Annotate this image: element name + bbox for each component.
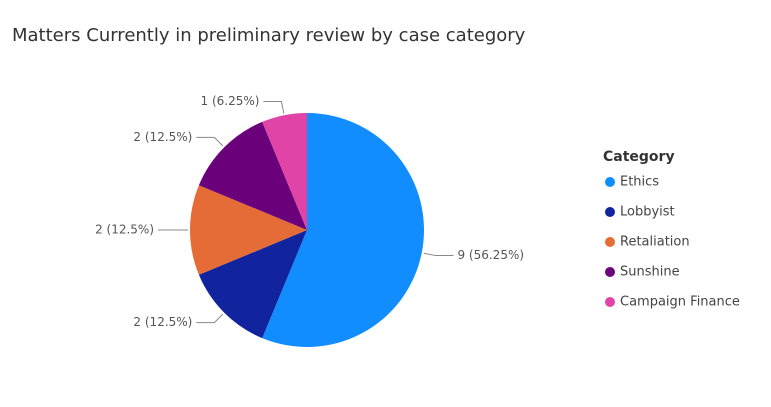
legend-marker xyxy=(605,207,615,217)
leader-line xyxy=(196,136,224,147)
legend-label: Sunshine xyxy=(620,265,680,280)
leader-line xyxy=(263,101,285,114)
data-label: 2 (12.5%) xyxy=(133,130,192,144)
leader-line xyxy=(423,252,454,257)
legend-label: Ethics xyxy=(620,175,659,190)
pie-slice xyxy=(198,121,307,230)
data-label: 9 (56.25%) xyxy=(457,248,524,262)
legend-title: Category xyxy=(603,149,675,165)
legend-marker xyxy=(605,297,615,307)
pie-slice xyxy=(262,113,424,347)
legend-marker xyxy=(605,267,615,277)
pie-slice xyxy=(198,230,307,339)
legend-label: Retaliation xyxy=(620,235,690,250)
pie-slice xyxy=(190,185,307,275)
legend-label: Campaign Finance xyxy=(620,295,740,310)
pie-slice xyxy=(262,113,307,230)
legend-marker xyxy=(605,237,615,247)
data-label: 2 (12.5%) xyxy=(133,315,192,329)
data-label: 2 (12.5%) xyxy=(95,223,154,237)
legend-marker xyxy=(605,177,615,187)
leader-line xyxy=(196,313,224,324)
data-label: 1 (6.25%) xyxy=(201,94,260,108)
legend-label: Lobbyist xyxy=(620,205,675,220)
chart-title: Matters Currently in preliminary review … xyxy=(12,25,526,46)
